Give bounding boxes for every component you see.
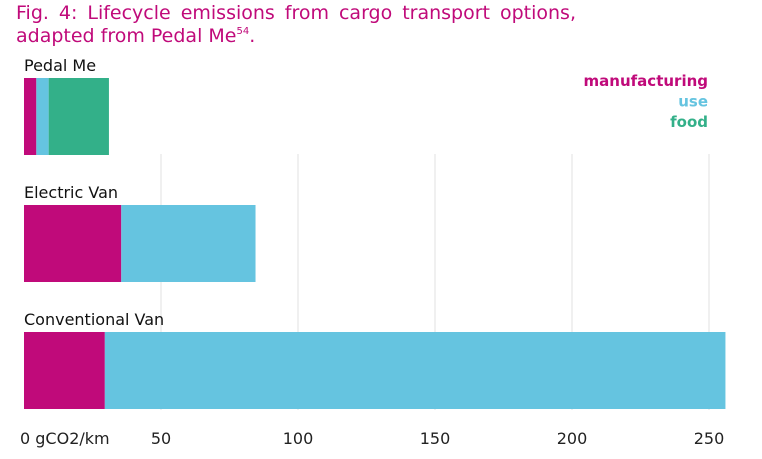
x-tick-label-50: 50 — [151, 429, 171, 448]
chart-title: Fig. 4: Lifecycle emissions from cargo t… — [16, 2, 576, 48]
x-tick-label-0: 0 gCO2/km — [20, 429, 110, 448]
chart-title-line-1: Fig. 4: Lifecycle emissions from cargo t… — [16, 2, 576, 24]
chart-title-source: adapted from Pedal Me — [16, 25, 237, 47]
bar-conventional-van-manufacturing — [24, 332, 105, 409]
x-tick-label-250: 250 — [694, 429, 725, 448]
category-label-pedal-me: Pedal Me — [24, 56, 96, 75]
bar-pedal-me-food — [48, 78, 109, 155]
chart-title-line-2: adapted from Pedal Me54. — [16, 25, 576, 48]
category-label-electric-van: Electric Van — [24, 183, 118, 202]
x-tick-label-150: 150 — [420, 429, 451, 448]
x-axis-ticks: 0 gCO2/km 50 100 150 200 250 — [20, 429, 724, 448]
category-labels: Pedal Me Electric Van Conventional Van — [24, 56, 164, 329]
x-tick-label-200: 200 — [557, 429, 588, 448]
bar-pedal-me-manufacturing — [24, 78, 37, 155]
bar-conventional-van-use — [104, 332, 726, 409]
chart-title-period: . — [249, 25, 256, 47]
legend-item-food: food — [670, 113, 708, 131]
bar-electric-van-use — [121, 205, 256, 282]
bar-pedal-me-use — [36, 78, 49, 155]
legend-item-use: use — [678, 93, 708, 111]
legend: manufacturing use food — [584, 72, 708, 131]
bar-electric-van-manufacturing — [24, 205, 122, 282]
x-tick-label-100: 100 — [283, 429, 314, 448]
legend-item-manufacturing: manufacturing — [584, 72, 708, 90]
chart-title-footnote-ref: 54 — [236, 26, 250, 37]
category-label-conventional-van: Conventional Van — [24, 310, 164, 329]
bars — [24, 78, 726, 409]
